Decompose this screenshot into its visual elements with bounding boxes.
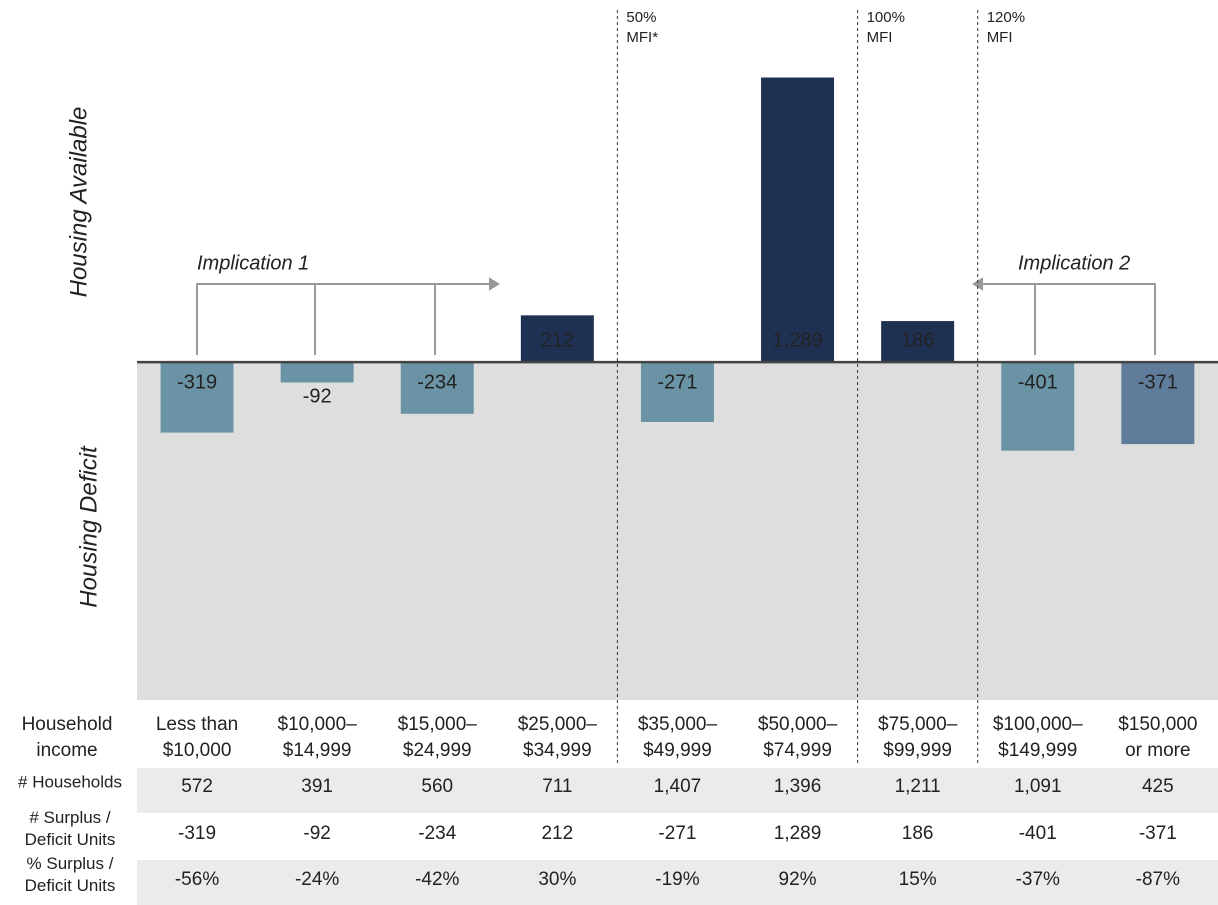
table-cell: 212 (541, 823, 573, 844)
value-label: -401 (1018, 371, 1058, 393)
table-cell: 186 (902, 823, 934, 844)
table-cell: -37% (1016, 869, 1060, 890)
value-label: -234 (417, 371, 457, 393)
bar (160, 362, 234, 433)
table-cell: -234 (418, 823, 456, 844)
category-label: $35,000– $49,999 (638, 714, 718, 761)
table-cell: -19% (655, 869, 699, 890)
value-label: -319 (177, 371, 217, 393)
table-cell: 572 (181, 776, 213, 797)
table-cell: 560 (421, 776, 453, 797)
table-cell: 1,289 (774, 823, 822, 844)
category-label: $25,000– $34,999 (518, 714, 598, 761)
bar (1001, 362, 1075, 451)
table-cell: 1,091 (1014, 776, 1062, 797)
category-label: Less than $10,000 (156, 714, 238, 761)
category-label: $15,000– $24,999 (398, 714, 478, 761)
table-cell: 391 (301, 776, 333, 797)
table-cell: -401 (1019, 823, 1057, 844)
table-cell: -371 (1139, 823, 1177, 844)
table-cell: -56% (175, 869, 219, 890)
table-cell: -319 (178, 823, 216, 844)
y-label-bottom: Housing Deficit (75, 445, 102, 608)
table-cell: 1,396 (774, 776, 822, 797)
implication-label: Implication 2 (1018, 252, 1130, 274)
table-cell: -42% (415, 869, 459, 890)
table-cell: 711 (542, 776, 572, 797)
table-cell: -87% (1136, 869, 1180, 890)
table-cell: 15% (899, 869, 937, 890)
table-cell: 425 (1142, 776, 1174, 797)
table-band (137, 768, 1218, 813)
table-cell: 1,211 (895, 776, 941, 797)
implication-brackets (196, 277, 1156, 355)
value-label: -92 (303, 386, 332, 408)
category-label: $75,000– $99,999 (878, 714, 958, 761)
mfi-label: 50% MFI* (626, 9, 658, 46)
y-label-top: Housing Available (65, 107, 92, 298)
bar (881, 321, 955, 363)
category-label: $50,000– $74,999 (758, 714, 838, 761)
table-cell: 1,407 (654, 776, 702, 797)
table-header: Household income (22, 714, 113, 761)
value-label: 186 (901, 329, 934, 351)
category-label: $100,000– $149,999 (993, 714, 1083, 761)
table-band (137, 860, 1218, 905)
implication-label: Implication 1 (197, 252, 309, 274)
row-label: # Households (18, 772, 122, 791)
mfi-label: 100% MFI (867, 9, 905, 46)
bar (640, 362, 714, 422)
mfi-label: 120% MFI (987, 9, 1025, 46)
value-label: -271 (657, 371, 697, 393)
bar (761, 77, 835, 363)
bar (520, 315, 594, 363)
table-cell: -271 (658, 823, 696, 844)
value-label: -371 (1138, 371, 1178, 393)
category-label: $10,000– $14,999 (278, 714, 358, 761)
row-label: # Surplus / Deficit Units (25, 808, 116, 849)
bar (1121, 362, 1195, 445)
bar (280, 362, 354, 383)
category-label: $150,000 or more (1118, 714, 1197, 761)
table-cell: -24% (295, 869, 339, 890)
row-label: % Surplus / Deficit Units (25, 854, 116, 895)
value-label: 1,289 (773, 329, 823, 351)
bar (400, 362, 474, 414)
table-cell: 92% (779, 869, 817, 890)
table-cell: -92 (303, 823, 330, 844)
value-label: 212 (541, 329, 574, 351)
table-cell: 30% (538, 869, 576, 890)
